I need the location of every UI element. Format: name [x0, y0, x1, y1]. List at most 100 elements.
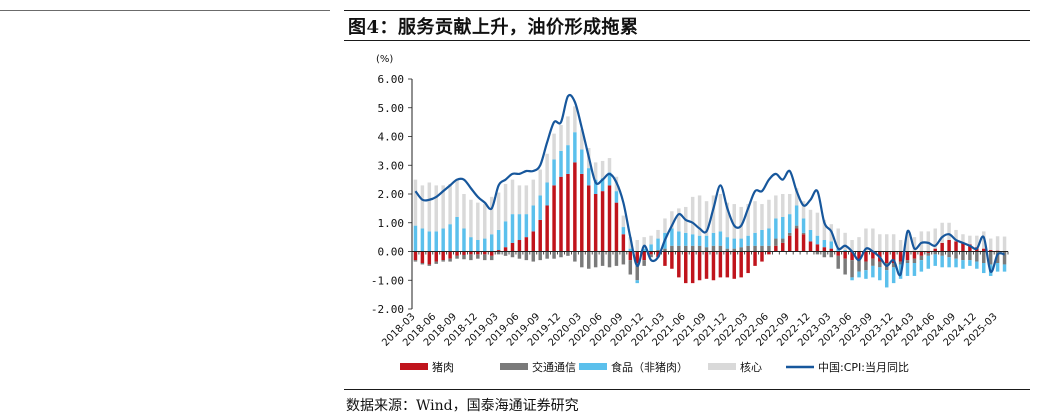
bar-s2-2018-06 [434, 231, 438, 252]
bar-s3-2018-04 [420, 185, 425, 229]
bar-s3-2020-02 [573, 106, 577, 133]
bar-s2-2025-01 [982, 263, 986, 274]
bar-s1-2018-03 [413, 260, 418, 262]
bar-s1-2018-12 [476, 254, 480, 259]
bar-s0-2024-11 [968, 244, 972, 252]
bar-s2-2022-05 [760, 229, 764, 246]
bar-s2-2024-09 [954, 258, 958, 268]
bar-s3-2019-05 [510, 179, 515, 215]
bar-s3-2019-11 [552, 133, 556, 160]
legend-label-2: 食品（非猪肉） [611, 360, 688, 374]
bar-s2-2024-07 [940, 255, 944, 268]
bar-s3-2022-02 [739, 206, 743, 239]
bar-s2-2021-05 [677, 231, 681, 246]
bar-s3-2021-11 [718, 194, 723, 232]
bar-s2-2023-01 [815, 235, 820, 245]
bar-s0-2018-11 [469, 251, 473, 255]
legend-swatch-1 [500, 363, 528, 370]
bar-s1-2022-11 [801, 232, 806, 235]
bar-s2-2022-06 [767, 228, 771, 246]
bar-s0-2022-07 [774, 245, 778, 252]
bar-s3-2024-06 [933, 228, 937, 249]
bar-s0-2022-09 [787, 235, 792, 252]
bar-s3-2021-07 [690, 196, 695, 235]
bar-s3-2021-02 [656, 229, 660, 239]
bar-s2-2019-08 [531, 205, 536, 232]
bar-s0-2018-06 [434, 251, 438, 262]
bar-s3-2018-12 [476, 202, 480, 241]
bar-s2-2019-05 [510, 214, 515, 243]
stacked-bar-line-chart: (%) 6.00 5.00 4.00 3.00 2.00 1.00 0.00 -1.00 -2.… [371, 54, 1009, 374]
y-tick-label: -2.00 [371, 303, 404, 316]
bar-s2-2019-12 [559, 150, 563, 177]
bar-s3-2019-01 [483, 204, 487, 239]
bar-s0-2020-06 [600, 191, 605, 252]
bar-s2-2019-06 [517, 214, 522, 241]
bar-s2-2022-11 [801, 218, 806, 233]
bar-s3-2024-05 [926, 231, 931, 252]
bar-s1-2022-06 [767, 245, 771, 252]
bar-s1-2018-11 [469, 254, 473, 261]
bar-s1-2019-03 [496, 251, 501, 255]
bar-s3-2022-10 [794, 188, 799, 206]
bar-s2-2022-10 [794, 205, 799, 226]
bar-s0-2023-03 [829, 248, 834, 252]
bar-s0-2025-02 [988, 250, 993, 252]
bar-s3-2020-09 [621, 215, 626, 228]
bar-s1-2021-05 [677, 245, 681, 252]
bar-s2-2024-03 [912, 263, 917, 276]
bar-s1-2023-08 [864, 261, 868, 271]
bar-s2-2023-12 [891, 267, 896, 284]
bar-s0-2021-05 [677, 251, 681, 278]
bar-s0-2021-02 [656, 251, 660, 258]
bar-s2-2025-03 [995, 263, 1000, 272]
bar-s0-2020-07 [607, 185, 612, 252]
bar-s1-2021-08 [697, 245, 702, 252]
legend-label-0: 猪肉 [432, 361, 454, 374]
bar-s1-2020-08 [614, 251, 619, 266]
bar-s1-2019-10 [545, 251, 549, 259]
bar-s1-2022-04 [753, 245, 757, 252]
bar-s0-2021-09 [704, 251, 709, 279]
bar-s3-2022-12 [808, 209, 813, 230]
bar-s2-2019-11 [552, 159, 556, 186]
bar-s1-2018-04 [420, 263, 425, 265]
bar-s2-2021-01 [649, 244, 653, 252]
bar-s1-2023-10 [878, 261, 882, 268]
bar-s3-2021-03 [663, 218, 667, 233]
y-tick-label: 6.00 [378, 73, 405, 86]
bar-s3-2024-01 [898, 240, 903, 252]
bar-s0-2019-10 [545, 205, 549, 252]
bar-s1-2021-06 [684, 245, 688, 252]
bar-s1-2020-09 [621, 251, 626, 265]
bar-s3-2020-03 [580, 129, 584, 150]
bar-s2-2018-10 [462, 228, 466, 252]
bar-s2-2024-08 [947, 257, 951, 268]
bar-s0-2021-08 [697, 251, 702, 281]
y-tick-label: 2.00 [378, 188, 405, 201]
top-rule-left [0, 10, 330, 11]
bar-s0-2025-01 [982, 248, 986, 252]
legend: 猪肉 交通通信 食品（非猪肉） 核心 中国:CPI:当月同比 [400, 360, 909, 374]
bar-s2-2025-04 [1002, 264, 1007, 272]
legend-swatch-3 [708, 363, 736, 370]
bar-s0-2019-03 [496, 250, 501, 252]
bar-s3-2024-02 [905, 234, 910, 252]
bar-s2-2023-03 [829, 241, 834, 249]
bar-s2-2022-08 [781, 217, 785, 239]
bar-s0-2021-04 [670, 251, 674, 269]
bar-s2-2022-12 [808, 229, 813, 242]
bar-s1-2023-12 [891, 263, 896, 268]
bar-s0-2022-10 [794, 228, 799, 252]
bar-s2-2020-06 [600, 178, 605, 192]
bar-s1-2022-07 [774, 238, 778, 246]
bar-s2-2021-10 [711, 232, 716, 246]
bar-s1-2019-12 [559, 251, 563, 258]
bar-s0-2020-12 [642, 251, 646, 261]
bar-s1-2019-04 [503, 251, 508, 256]
bar-s1-2025-01 [982, 251, 986, 263]
bar-s2-2020-02 [573, 132, 577, 163]
bar-s1-2020-10 [628, 260, 633, 275]
bar-s3-2018-08 [448, 183, 452, 225]
bar-s3-2023-11 [884, 234, 889, 252]
